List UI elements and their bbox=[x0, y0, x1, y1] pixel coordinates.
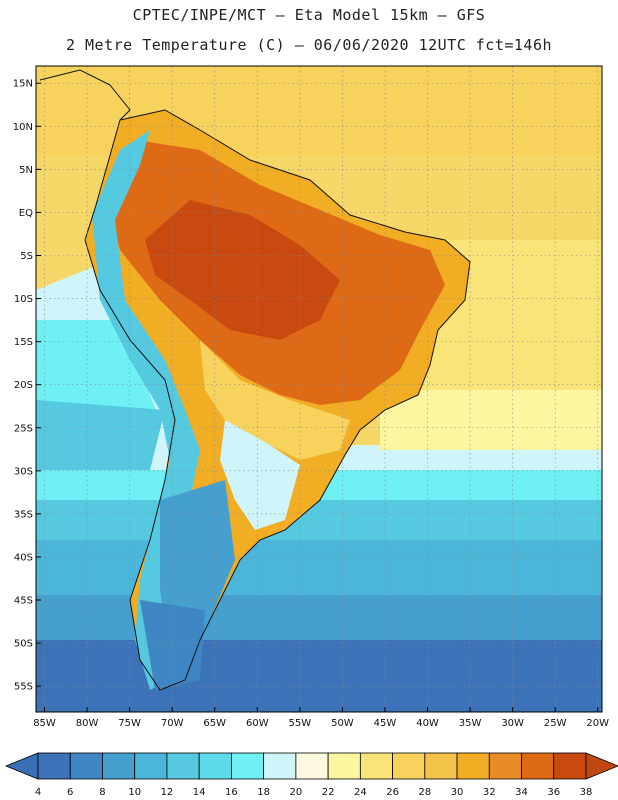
colorbar-label: 6 bbox=[67, 787, 73, 798]
lon-tick-label: 40W bbox=[416, 718, 439, 729]
colorbar-label: 26 bbox=[386, 787, 399, 798]
lon-tick-label: 60W bbox=[246, 718, 269, 729]
lon-tick-label: 65W bbox=[203, 718, 226, 729]
colorbar-label: 28 bbox=[418, 787, 431, 798]
colorbar-label: 4 bbox=[35, 787, 41, 798]
lat-tick-label: 55S bbox=[14, 682, 33, 693]
lat-tick-label: 45S bbox=[14, 596, 33, 607]
colorbar-swatch bbox=[102, 752, 136, 780]
colorbar-label: 22 bbox=[322, 787, 335, 798]
lat-tick-label: 5S bbox=[20, 251, 33, 262]
colorbar-swatch bbox=[521, 752, 555, 780]
lon-tick-label: 25W bbox=[544, 718, 567, 729]
colorbar-label: 12 bbox=[161, 787, 174, 798]
lat-tick-label: 35S bbox=[14, 509, 33, 520]
chart-title-line2: 2 Metre Temperature (C) – 06/06/2020 12U… bbox=[65, 36, 553, 54]
colorbar-swatch bbox=[359, 752, 393, 780]
lat-tick-label: 40S bbox=[14, 552, 33, 563]
lat-tick-label: 50S bbox=[14, 639, 33, 650]
colorbar-label: 18 bbox=[257, 787, 270, 798]
lon-tick-label: 85W bbox=[33, 718, 56, 729]
lat-tick-label: 10N bbox=[13, 122, 33, 133]
lat-tick-label: 5N bbox=[19, 165, 33, 176]
lon-tick-label: 20W bbox=[586, 718, 609, 729]
colorbar-swatch bbox=[553, 752, 587, 780]
colorbar-swatch bbox=[231, 752, 265, 780]
lat-tick-label: 25S bbox=[14, 423, 33, 434]
colorbar-swatch bbox=[166, 752, 200, 780]
chart-title-line1: CPTEC/INPE/MCT – Eta Model 15km – GFS bbox=[132, 6, 486, 24]
lat-tick-label: 15N bbox=[13, 79, 33, 90]
colorbar-swatch bbox=[392, 752, 426, 780]
colorbar-swatch bbox=[295, 752, 329, 780]
colorbar-swatch bbox=[424, 752, 458, 780]
lon-tick-label: 45W bbox=[374, 718, 397, 729]
longitude-axis: 85W 80W 75W 70W 65W 60W 55W 50W 45W 40W 35W 30W 25W 2… bbox=[33, 707, 609, 729]
colorbar-swatch bbox=[327, 752, 361, 780]
colorbar-swatch bbox=[198, 752, 232, 780]
colorbar-label: 10 bbox=[128, 787, 141, 798]
latitude-axis: 15N 10N 5N EQ 5S 10S 15S 20S 25S 30S 35S 40S 45S 50S 5… bbox=[13, 79, 41, 693]
lon-tick-label: 80W bbox=[76, 718, 99, 729]
colorbar-swatch bbox=[69, 752, 103, 780]
colorbar-over-arrow bbox=[585, 752, 618, 780]
colorbar: 4 6 8 10 12 14 16 18 20 22 24 26 28 30 32 34 36 38 bbox=[4, 752, 618, 798]
lat-tick-label: 30S bbox=[14, 466, 33, 477]
lat-tick-label: 15S bbox=[14, 337, 33, 348]
colorbar-label: 14 bbox=[193, 787, 206, 798]
temperature-field bbox=[36, 66, 602, 712]
colorbar-swatch bbox=[456, 752, 490, 780]
colorbar-label: 20 bbox=[290, 787, 303, 798]
colorbar-label: 16 bbox=[225, 787, 238, 798]
colorbar-label: 30 bbox=[451, 787, 464, 798]
colorbar-label: 8 bbox=[99, 787, 105, 798]
colorbar-swatch bbox=[134, 752, 168, 780]
colorbar-label: 36 bbox=[547, 787, 560, 798]
colorbar-swatch bbox=[263, 752, 297, 780]
colorbar-label: 34 bbox=[515, 787, 528, 798]
lat-tick-label: 10S bbox=[14, 294, 33, 305]
colorbar-under-arrow bbox=[4, 752, 39, 780]
colorbar-label: 32 bbox=[483, 787, 496, 798]
colorbar-label: 24 bbox=[354, 787, 367, 798]
colorbar-swatch bbox=[37, 752, 71, 780]
lon-tick-label: 50W bbox=[331, 718, 354, 729]
colorbar-label: 38 bbox=[580, 787, 593, 798]
lon-tick-label: 30W bbox=[501, 718, 524, 729]
lon-tick-label: 55W bbox=[289, 718, 312, 729]
lat-tick-label: 20S bbox=[14, 380, 33, 391]
lat-tick-label: EQ bbox=[19, 208, 33, 219]
lon-tick-label: 75W bbox=[118, 718, 141, 729]
plot-frame bbox=[35, 65, 603, 713]
colorbar-swatch bbox=[488, 752, 522, 780]
lon-tick-label: 35W bbox=[459, 718, 482, 729]
lon-tick-label: 70W bbox=[161, 718, 184, 729]
